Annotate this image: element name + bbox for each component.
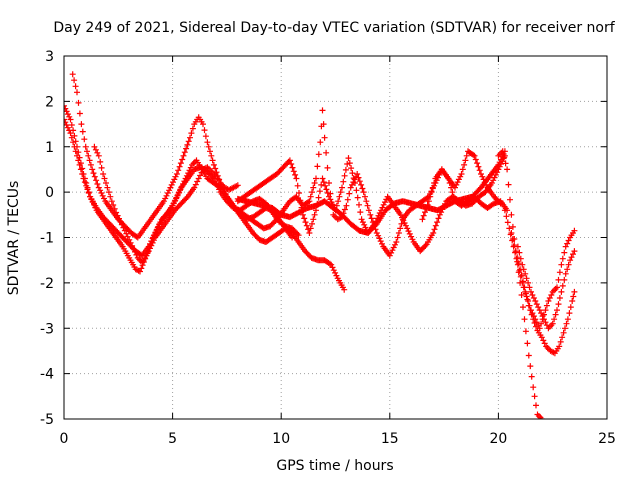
series-track-3: [64, 116, 302, 259]
y-tick-label: 0: [45, 185, 54, 201]
data-point-markers: [514, 243, 578, 332]
grid: [64, 56, 607, 419]
series-track-9: [495, 148, 545, 419]
y-tick-label: -3: [40, 321, 54, 337]
y-axis-label: SDTVAR / TECUs: [6, 181, 22, 296]
y-tick-label: 2: [45, 94, 54, 110]
series-track-11: [508, 230, 578, 357]
y-tick-label: 3: [45, 49, 54, 65]
data-point-markers: [91, 143, 241, 266]
series-track-12: [514, 243, 578, 332]
series-layer: [64, 71, 578, 419]
series-track-7: [234, 148, 508, 236]
y-tick-label: -4: [40, 367, 54, 383]
y-tick-label: -1: [40, 231, 54, 247]
y-tick-label: 1: [45, 140, 54, 156]
data-point-markers: [495, 148, 545, 419]
x-tick-label: 5: [168, 431, 177, 447]
chart-title: Day 249 of 2021, Sidereal Day-to-day VTE…: [53, 20, 615, 36]
x-tick-label: 25: [598, 431, 616, 447]
y-tick-label: -2: [40, 276, 54, 292]
x-axis-label: GPS time / hours: [276, 458, 393, 474]
x-tick-label: 0: [60, 431, 69, 447]
x-tick-label: 20: [489, 431, 507, 447]
series-track-8: [419, 148, 504, 223]
data-point-markers: [64, 116, 302, 259]
series-track-4: [91, 143, 241, 266]
y-tick-label: -5: [40, 412, 54, 428]
data-point-markers: [419, 148, 504, 223]
data-point-markers: [234, 148, 508, 236]
x-tick-label: 10: [272, 431, 290, 447]
data-point-markers: [508, 230, 578, 357]
x-tick-label: 15: [381, 431, 399, 447]
